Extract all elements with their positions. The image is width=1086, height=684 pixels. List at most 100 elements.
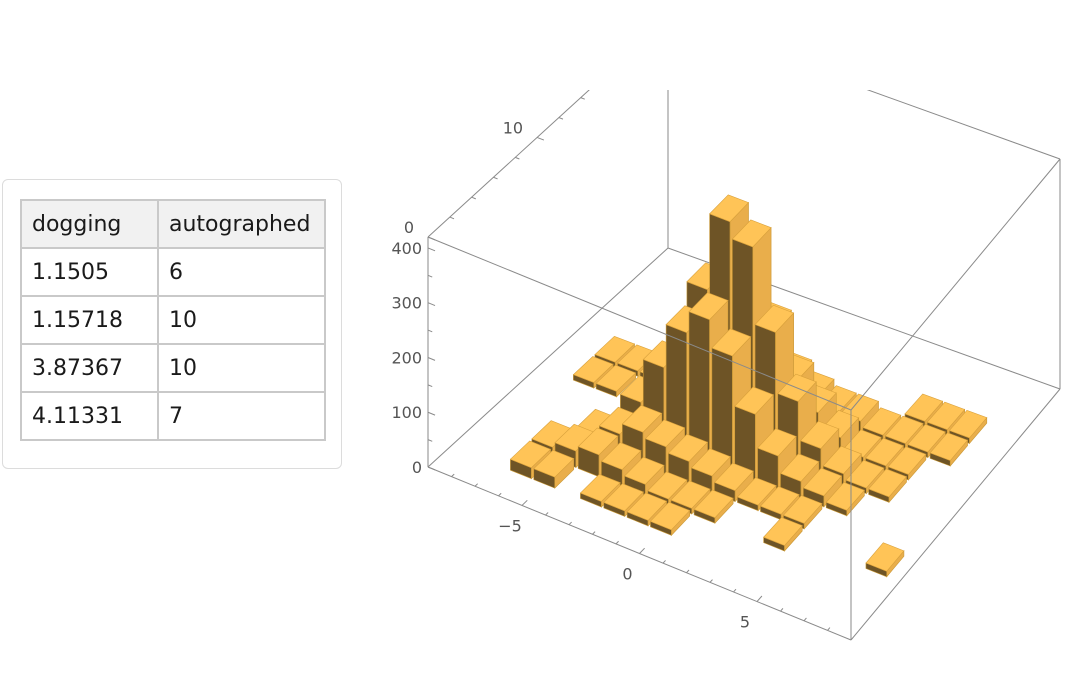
- box-edge: [850, 158, 1061, 411]
- bar-top-face: [647, 471, 688, 500]
- bar-top-face: [603, 483, 644, 512]
- bar-top-face: [779, 453, 820, 482]
- z-tick-mark: [427, 302, 436, 307]
- bar-top-face: [757, 428, 797, 457]
- bar-top-face: [782, 495, 823, 524]
- x-minor-tick: [592, 531, 596, 535]
- table-cell: 6: [157, 247, 326, 297]
- bar-top-face: [711, 328, 752, 357]
- x-minor-tick: [662, 560, 666, 564]
- bar-top-face: [763, 517, 803, 546]
- column-header-dogging: dogging: [20, 199, 159, 249]
- x-minor-tick: [780, 608, 784, 612]
- y-tick-mark: [536, 136, 545, 141]
- x-tick-mark: [521, 499, 528, 506]
- bar-top-face: [825, 482, 865, 511]
- y-tick-label: 10: [503, 118, 523, 137]
- table-header-row: dogging autographed: [20, 199, 326, 249]
- x-minor-tick: [498, 492, 502, 497]
- bar-top-face: [845, 459, 885, 489]
- x-minor-tick: [709, 579, 713, 583]
- bar-top-face: [577, 427, 619, 456]
- x-minor-tick: [615, 540, 619, 545]
- table-cell: 10: [157, 295, 326, 345]
- bar-top-face: [862, 407, 902, 436]
- z-minor-tick: [427, 274, 433, 278]
- table-cell: 1.15718: [20, 295, 159, 345]
- bar-top-face: [865, 437, 904, 467]
- histogram-bar: [649, 501, 691, 537]
- table-row: 3.87367 10: [20, 343, 326, 393]
- y-minor-tick: [471, 196, 476, 200]
- histogram-3d-chart: −505010200100200300400: [391, 90, 1061, 641]
- y-minor-tick: [515, 156, 520, 160]
- bar-top-face: [904, 393, 944, 422]
- x-minor-tick: [474, 483, 479, 487]
- bar-top-face: [948, 409, 988, 439]
- x-tick-mark: [756, 595, 763, 602]
- data-table-panel: dogging autographed 1.1505 6 1.15718 10 …: [2, 179, 342, 469]
- bar-top-face: [693, 489, 734, 519]
- x-tick-label: 0: [622, 565, 632, 584]
- bar-top-face: [595, 364, 637, 392]
- table-cell: 3.87367: [20, 343, 159, 393]
- z-tick-label: 100: [391, 403, 422, 422]
- z-tick-mark: [427, 247, 436, 252]
- x-tick-mark: [639, 547, 645, 554]
- y-minor-tick: [449, 216, 455, 220]
- z-tick-mark: [427, 357, 436, 361]
- bar-top-face: [887, 446, 927, 475]
- histogram-bar: [868, 468, 908, 504]
- bar-top-face: [667, 433, 709, 462]
- histogram-bar: [595, 364, 637, 398]
- y-minor-tick: [558, 117, 564, 120]
- x-tick-label: −5: [498, 516, 522, 535]
- histogram-bar: [600, 442, 642, 487]
- table-cell: 10: [157, 343, 326, 393]
- box-edge: [427, 236, 852, 411]
- y-minor-tick: [493, 176, 498, 180]
- table-row: 1.1505 6: [20, 247, 326, 297]
- bar-top-face: [670, 480, 711, 509]
- y-tick-label: 0: [404, 218, 414, 237]
- x-minor-tick: [451, 473, 455, 477]
- column-header-autographed: autographed: [157, 199, 326, 249]
- bar-top-face: [533, 449, 575, 478]
- bar-top-face: [731, 219, 772, 248]
- bar-top-face: [884, 415, 924, 444]
- bar-top-face: [644, 419, 686, 448]
- x-minor-tick: [568, 521, 572, 526]
- z-tick-label: 400: [391, 239, 422, 258]
- bar-top-face: [802, 467, 843, 497]
- box-edge: [866, 90, 1061, 160]
- bar-top-face: [688, 292, 729, 321]
- histogram-bar: [533, 449, 575, 489]
- bar-top-face: [822, 445, 862, 475]
- box-edge: [427, 247, 669, 468]
- y-tick-mark: [427, 236, 436, 241]
- histogram-bars: [509, 194, 988, 578]
- z-minor-tick: [427, 439, 433, 442]
- bar-top-face: [929, 432, 969, 461]
- bar-top-face: [709, 194, 750, 223]
- table-cell: 1.1505: [20, 247, 159, 297]
- table-cell: 4.11331: [20, 391, 159, 441]
- bar-top-face: [759, 486, 800, 515]
- z-tick-label: 0: [412, 458, 422, 477]
- box-edge: [427, 90, 590, 238]
- bar-top-face: [865, 542, 905, 572]
- histogram-bar: [763, 517, 803, 552]
- histogram-bar: [929, 432, 969, 467]
- z-minor-tick: [427, 384, 433, 388]
- bounding-box-back-edges: [427, 90, 1061, 641]
- bar-top-face: [907, 424, 946, 453]
- bar-top-face: [734, 386, 774, 415]
- data-table: dogging autographed 1.1505 6 1.15718 10 …: [20, 199, 326, 441]
- histogram-bar: [693, 489, 734, 524]
- histogram-bar: [865, 542, 905, 578]
- z-tick-label: 300: [391, 294, 422, 313]
- table-row: 1.15718 10: [20, 295, 326, 345]
- bar-top-face: [799, 420, 840, 449]
- table-row: 4.11331 7: [20, 391, 326, 441]
- z-tick-mark: [427, 411, 436, 416]
